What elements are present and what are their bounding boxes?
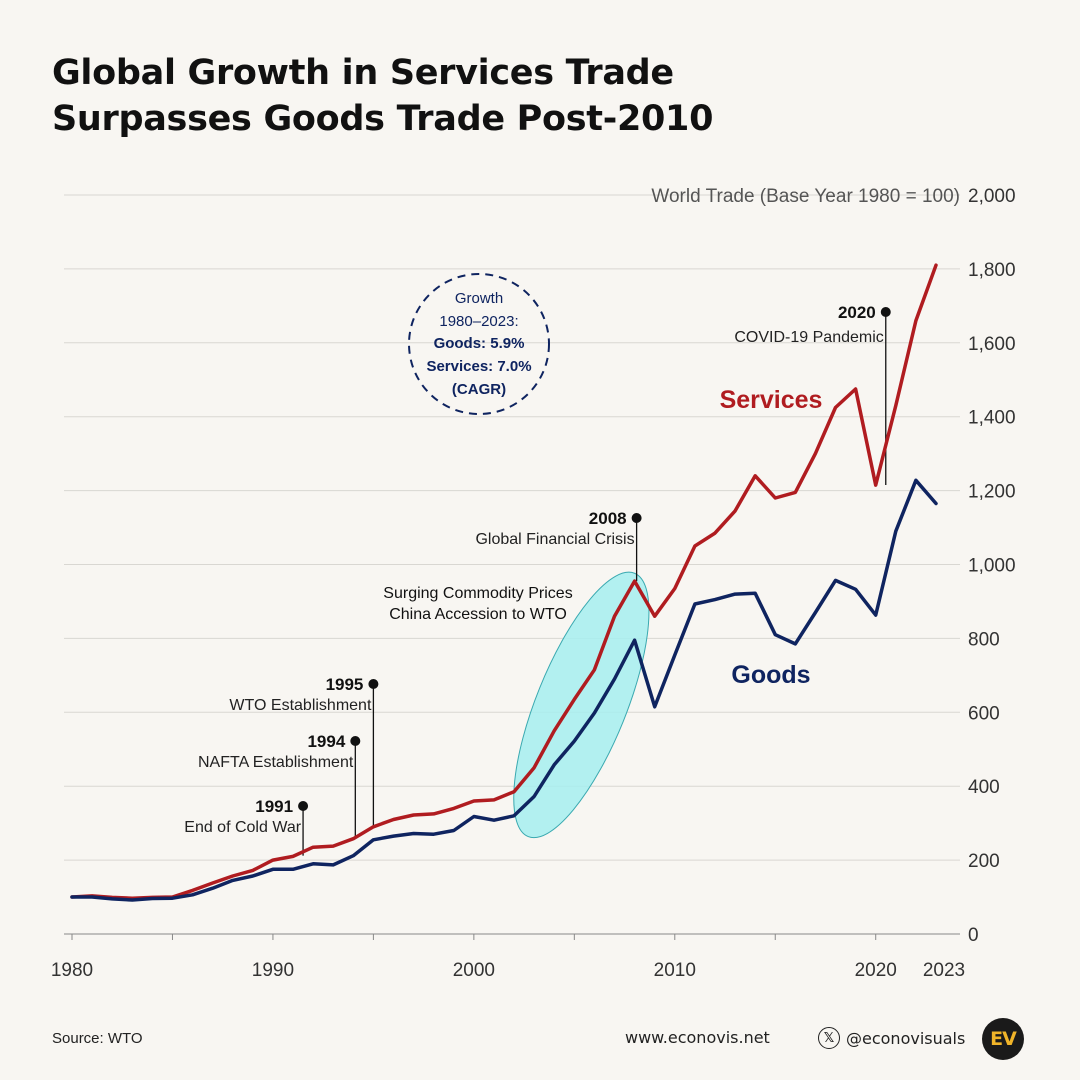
- annotation-text-2020: COVID-19 Pandemic: [734, 329, 883, 346]
- y-tick-label-200: 200: [968, 851, 1000, 872]
- highlight-label-line-1: Surging Commodity Prices: [383, 585, 572, 602]
- series-line-goods: [70, 478, 938, 902]
- x-tick-label-2010: 2010: [654, 960, 696, 981]
- annotation-text-1994: NAFTA Establishment: [198, 754, 354, 771]
- annotation-year-2008: 2008: [589, 509, 627, 528]
- growth-box-line-0: Growth: [455, 290, 503, 307]
- growth-box-line-2: Goods: 5.9%: [434, 335, 525, 352]
- y-tick-label-1800: 1,800: [968, 260, 1016, 281]
- series-label-goods: Goods: [731, 661, 810, 689]
- series-line-services: [70, 263, 938, 900]
- x-logo-icon: 𝕏: [818, 1027, 840, 1049]
- annotation-text-1991: End of Cold War: [184, 819, 301, 836]
- y-axis-title: World Trade (Base Year 1980 = 100): [651, 186, 960, 207]
- y-tick-label-0: 0: [968, 925, 979, 946]
- source-note: Source: WTO: [52, 1030, 143, 1047]
- handle-text: @econovisuals: [846, 1028, 966, 1048]
- annotation-text-2008: Global Financial Crisis: [475, 531, 634, 548]
- growth-box-line-1: 1980–2023:: [439, 313, 518, 330]
- social-handle[interactable]: 𝕏 @econovisuals: [818, 1024, 965, 1052]
- y-tick-label-1000: 1,000: [968, 556, 1016, 577]
- econovis-logo: EV: [982, 1018, 1024, 1060]
- y-tick-label-1200: 1,200: [968, 482, 1016, 503]
- page-title: Global Growth in Services Trade Surpasse…: [52, 50, 713, 142]
- y-tick-label-600: 600: [968, 703, 1000, 724]
- growth-box-line-3: Services: 7.0%: [426, 358, 531, 375]
- annotation-dot-2008: [631, 513, 642, 523]
- series-label-services: Services: [720, 386, 823, 414]
- x-tick-label-1990: 1990: [252, 960, 294, 981]
- highlight-label-line-2: China Accession to WTO: [389, 606, 567, 623]
- annotation-dot-2020: [880, 307, 891, 317]
- y-tick-label-1600: 1,600: [968, 334, 1016, 355]
- annotation-year-1995: 1995: [326, 675, 364, 694]
- annotation-dot-1994: [350, 736, 361, 746]
- x-tick-label-2023: 2023: [923, 960, 965, 981]
- x-tick-label-2000: 2000: [453, 960, 495, 981]
- growth-box-line-4: (CAGR): [452, 381, 506, 398]
- annotation-year-1991: 1991: [255, 797, 293, 816]
- y-tick-label-1400: 1,400: [968, 408, 1016, 429]
- annotation-year-1994: 1994: [307, 732, 345, 751]
- title-line-2: Surpasses Goods Trade Post-2010: [52, 99, 714, 139]
- annotation-text-1995: WTO Establishment: [229, 697, 372, 714]
- y-tick-label-2000: 2,000: [968, 186, 1016, 207]
- y-tick-label-800: 800: [968, 629, 1000, 650]
- x-tick-label-1980: 1980: [51, 960, 93, 981]
- growth-circle: [408, 273, 550, 415]
- highlight-ellipse: [513, 571, 650, 839]
- title-line-1: Global Growth in Services Trade: [52, 53, 674, 93]
- x-tick-label-2020: 2020: [855, 960, 897, 981]
- annotation-dot-1995: [368, 679, 379, 689]
- y-tick-label-400: 400: [968, 777, 1000, 798]
- annotation-dot-1991: [298, 801, 309, 811]
- website-link[interactable]: www.econovis.net: [625, 1028, 770, 1047]
- annotation-year-2020: 2020: [838, 303, 876, 322]
